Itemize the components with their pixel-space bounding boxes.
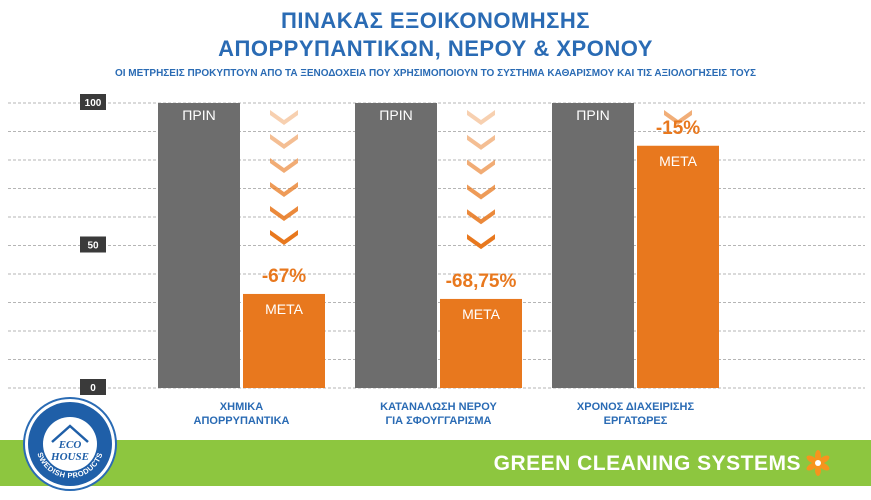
down-chevron-icon xyxy=(467,209,495,225)
down-chevron-icon xyxy=(467,110,495,125)
category-label: ΓΙΑ ΣΦΟΥΓΓΑΡΙΣΜΑ xyxy=(386,415,492,427)
before-bar-label: ΠΡΙΝ xyxy=(182,107,215,123)
down-chevron-icon xyxy=(270,110,298,125)
y-tick-box xyxy=(80,94,106,110)
brand-name: GREEN CLEANING SYSTEMS xyxy=(493,452,801,475)
down-chevron-icon xyxy=(270,133,298,149)
reduction-label: -68,75% xyxy=(446,271,517,292)
chart-title-line1: ΠΙΝΑΚΑΣ ΕΞΟΙΚΟΝΟΜΗΣΗΣ xyxy=(281,8,590,33)
savings-bar-chart: 0 50 100 ΠΡΙΝ ΜΕΤΑ -67% ΧΗΜΙΚΑ ΑΠΟΡΡΥΠΑΝΤΙΚΑ ΠΡΙ… xyxy=(8,94,865,427)
after-bar xyxy=(440,298,522,388)
footer-bar: GREEN CLEANING SYSTEMS xyxy=(0,440,871,486)
y-tick-box xyxy=(80,236,106,253)
after-bar-label: ΜΕΤΑ xyxy=(265,301,304,317)
after-bar-label: ΜΕΤΑ xyxy=(462,306,501,322)
down-chevron-icon xyxy=(664,110,692,125)
after-bar-label: ΜΕΤΑ xyxy=(659,153,698,169)
before-bar-label: ΠΡΙΝ xyxy=(379,107,412,123)
flower-icon xyxy=(806,450,830,476)
y-tick-label: 0 xyxy=(90,383,96,394)
category-label: ΧΗΜΙΚΑ xyxy=(220,401,263,413)
down-chevron-icon xyxy=(270,157,298,173)
chart-title-line2: ΑΠΟΡΡΥΠΑΝΤΙΚΩΝ, ΝΕΡΟΥ & ΧΡΟΝΟΥ xyxy=(218,36,653,61)
reduction-label: -15% xyxy=(656,118,700,139)
reduction-label: -67% xyxy=(262,266,306,287)
chart-subtitle: ΟΙ ΜΕΤΡΗΣΕΙΣ ΠΡΟΚΥΠΤΟΥΝ ΑΠΟ ΤΑ ΞΕΝΟΔΟΧΕΙ… xyxy=(114,68,757,79)
eco-house-logo: ECO HOUSE SWEDISH PRODUCTS xyxy=(23,397,117,491)
category-label: ΑΠΟΡΡΥΠΑΝΤΙΚΑ xyxy=(194,415,290,427)
down-chevron-icon xyxy=(467,159,495,175)
before-bar xyxy=(158,103,240,388)
y-tick-box xyxy=(80,379,106,395)
down-chevron-icon xyxy=(270,229,298,245)
logo-line2: HOUSE xyxy=(50,451,89,463)
down-chevron-icon xyxy=(270,205,298,221)
logo-line1: ECO xyxy=(58,439,82,451)
after-bar xyxy=(243,293,325,388)
before-bar xyxy=(355,103,437,388)
before-bar xyxy=(552,103,634,388)
after-bar xyxy=(637,145,719,388)
down-chevron-icon xyxy=(467,134,495,150)
category-label: ΕΡΓΑΤΩΡΕΣ xyxy=(604,415,668,427)
y-tick-label: 50 xyxy=(87,241,99,252)
category-label: ΚΑΤΑΝΑΛΩΣΗ ΝΕΡΟΥ xyxy=(380,401,497,413)
down-chevron-icon xyxy=(467,184,495,200)
y-tick-label: 100 xyxy=(85,98,102,109)
before-bar-label: ΠΡΙΝ xyxy=(576,107,609,123)
category-label: ΧΡΟΝΟΣ ΔΙΑΧΕΙΡΙΣΗΣ xyxy=(577,401,695,413)
down-chevron-icon xyxy=(467,234,495,250)
down-chevron-icon xyxy=(270,181,298,197)
